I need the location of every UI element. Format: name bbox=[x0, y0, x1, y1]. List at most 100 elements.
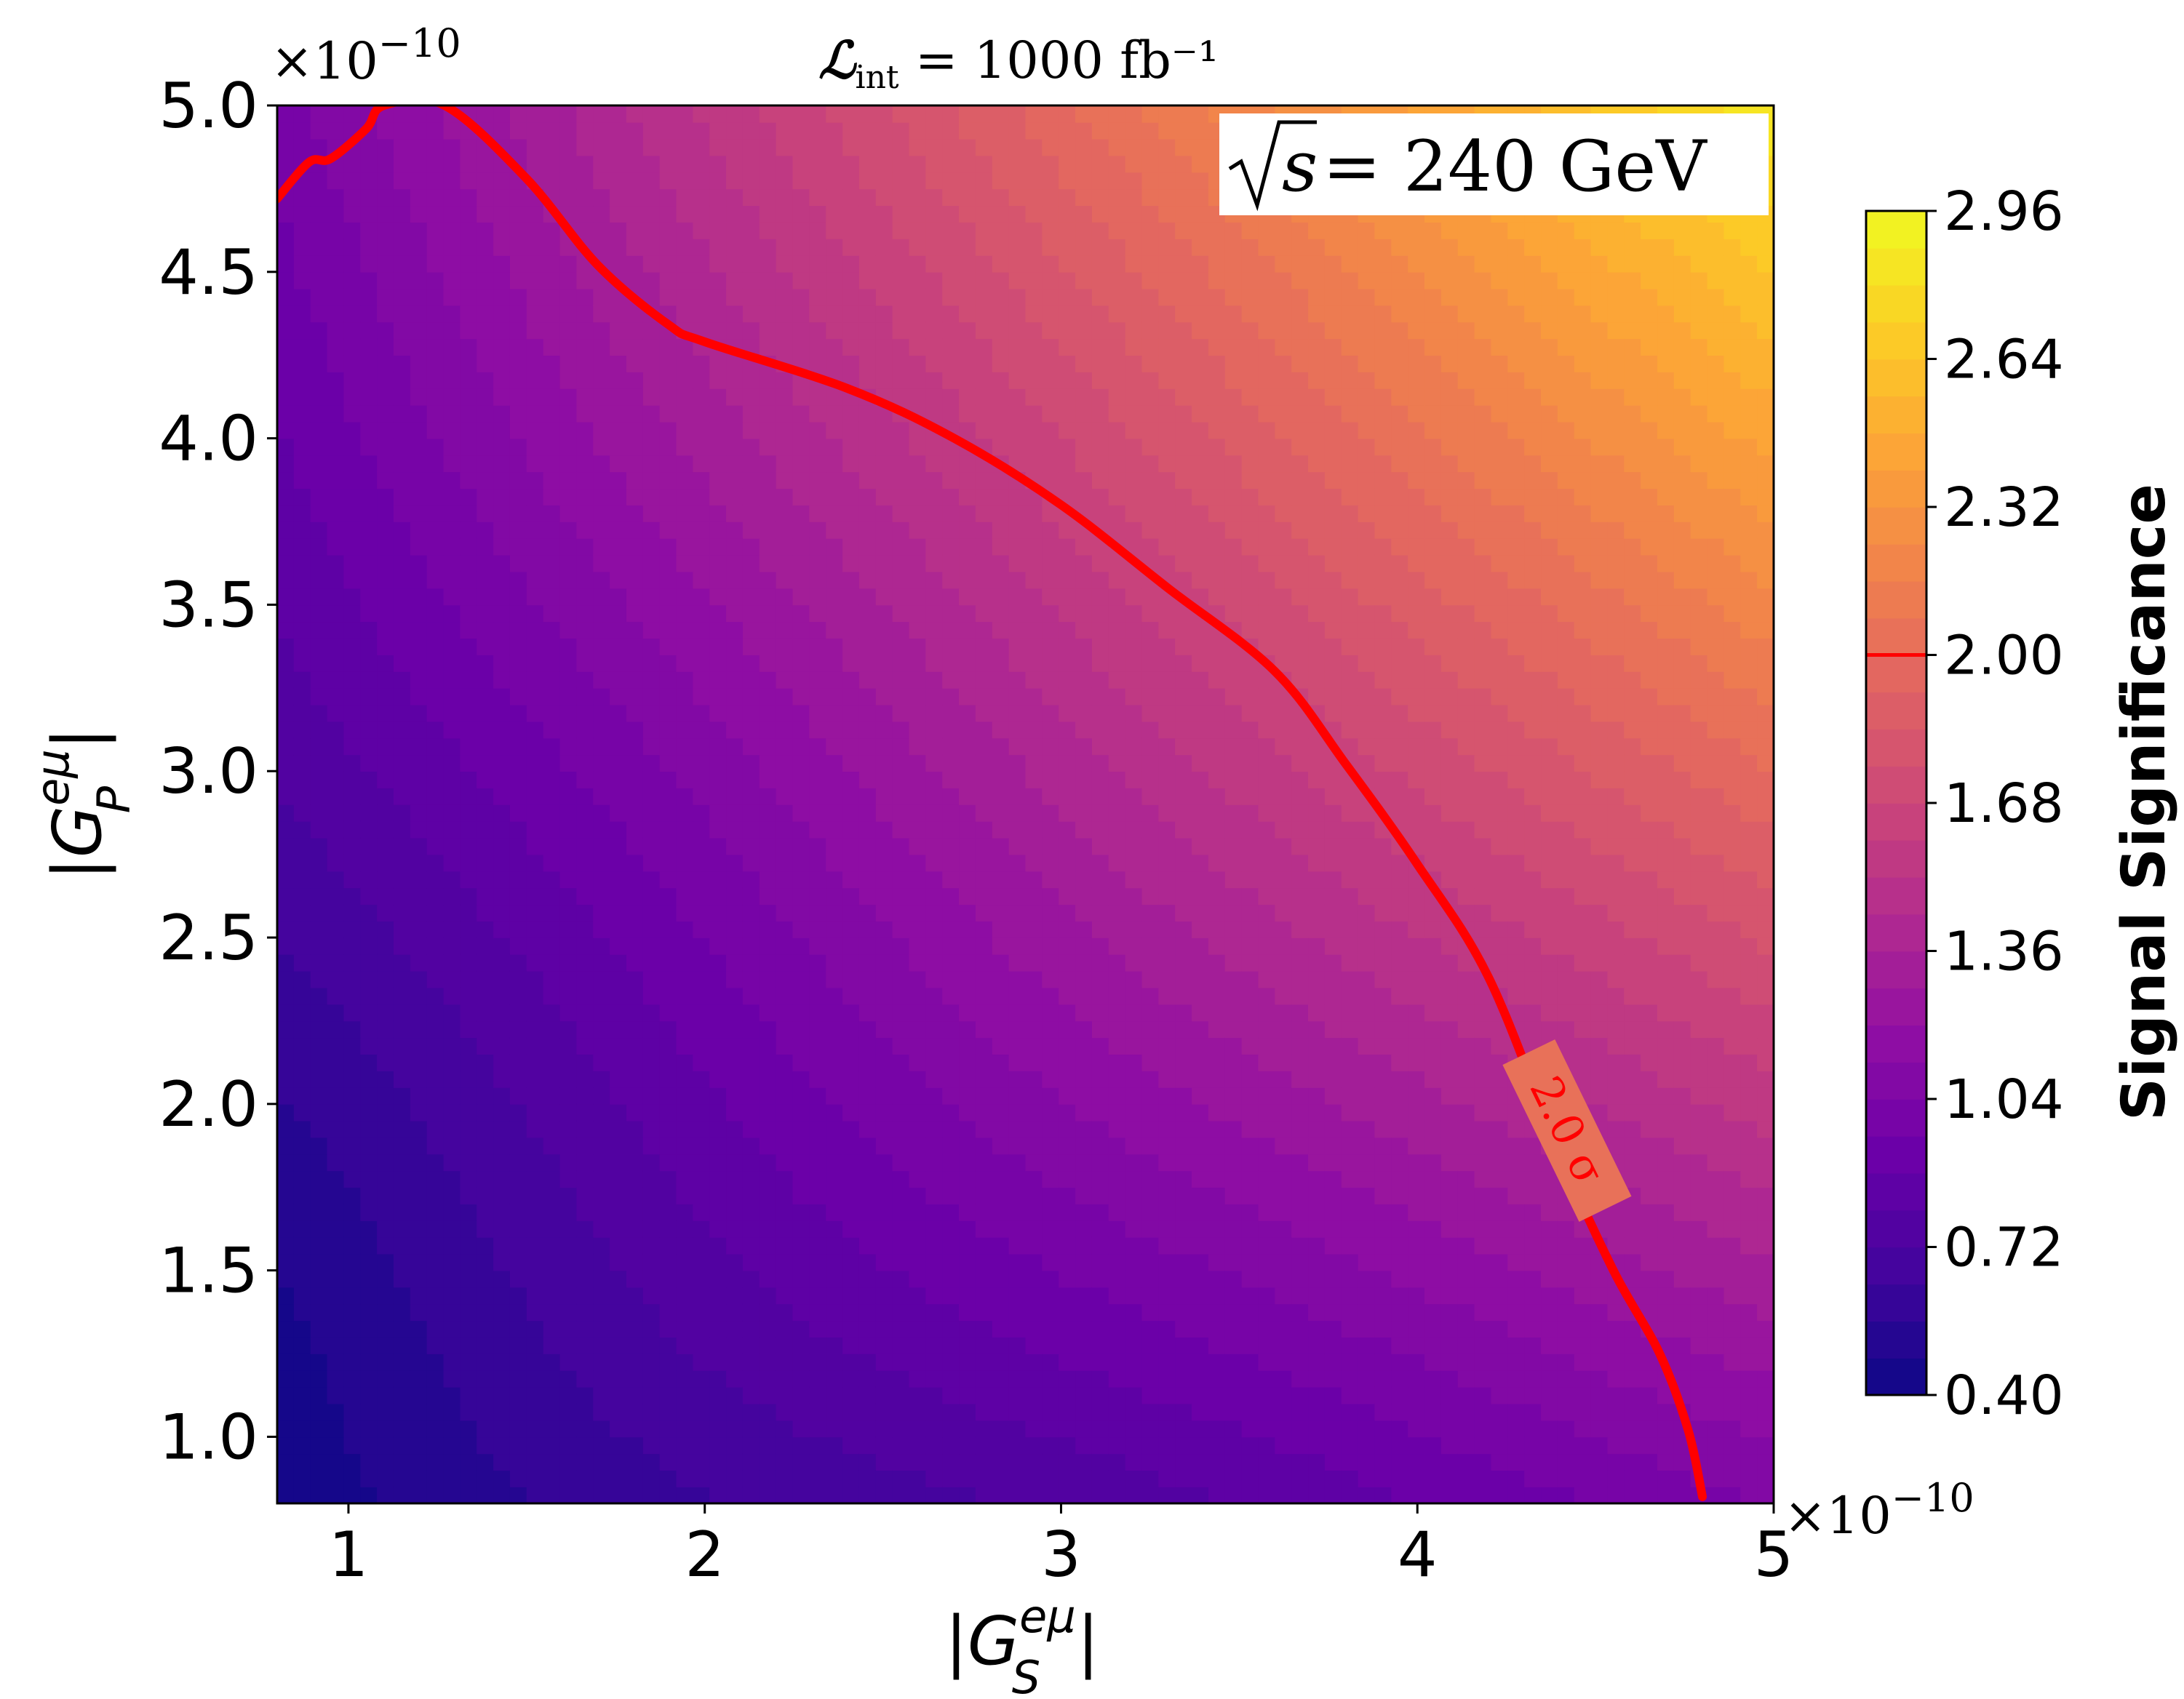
heatmap-cell bbox=[626, 488, 644, 505]
heatmap-cell bbox=[642, 970, 661, 988]
heatmap-cell bbox=[892, 1137, 910, 1155]
heatmap-cell bbox=[460, 820, 478, 839]
heatmap-cell bbox=[477, 854, 494, 872]
heatmap-cell bbox=[310, 1470, 328, 1487]
heatmap-cell bbox=[493, 704, 511, 722]
heatmap-cell bbox=[343, 1037, 362, 1055]
heatmap-cell bbox=[1042, 421, 1060, 439]
heatmap-cell bbox=[826, 239, 843, 256]
heatmap-cell bbox=[693, 305, 711, 323]
heatmap-cell bbox=[493, 987, 511, 1005]
heatmap-cell bbox=[377, 138, 394, 156]
heatmap-cell bbox=[693, 1154, 711, 1172]
heatmap-cell bbox=[659, 1270, 677, 1288]
heatmap-cell bbox=[1025, 621, 1043, 639]
heatmap-cell bbox=[543, 172, 561, 190]
heatmap-cell bbox=[759, 1054, 777, 1071]
heatmap-cell bbox=[1175, 655, 1192, 672]
heatmap-cell bbox=[709, 604, 727, 623]
heatmap-cell bbox=[1258, 1253, 1276, 1271]
heatmap-cell bbox=[909, 638, 927, 655]
heatmap-cell bbox=[892, 1020, 910, 1039]
heatmap-cell bbox=[477, 788, 494, 805]
heatmap-cell bbox=[959, 222, 976, 239]
heatmap-cell bbox=[975, 372, 993, 389]
heatmap-cell bbox=[576, 938, 594, 955]
heatmap-cell bbox=[1158, 1270, 1176, 1288]
heatmap-cell bbox=[792, 987, 810, 1005]
heatmap-cell bbox=[1108, 954, 1126, 972]
heatmap-cell bbox=[559, 355, 578, 372]
heatmap-cell bbox=[327, 105, 345, 123]
heatmap-cell bbox=[1158, 655, 1176, 672]
plot-area bbox=[276, 104, 1775, 1505]
heatmap-cell bbox=[925, 1253, 944, 1271]
heatmap-cell bbox=[493, 1436, 511, 1455]
heatmap-cell bbox=[809, 1253, 827, 1271]
heatmap-cell bbox=[942, 1337, 960, 1354]
heatmap-cell bbox=[493, 1170, 511, 1188]
heatmap-cell bbox=[809, 904, 827, 922]
heatmap-cell bbox=[1075, 904, 1093, 922]
heatmap-cell bbox=[626, 1054, 644, 1071]
heatmap-cell bbox=[477, 205, 494, 223]
heatmap-cell bbox=[1192, 121, 1209, 140]
heatmap-cell bbox=[626, 1436, 644, 1455]
heatmap-cell bbox=[576, 1470, 594, 1487]
heatmap-cell bbox=[559, 255, 578, 273]
heatmap-cell bbox=[909, 804, 927, 822]
heatmap-cell bbox=[576, 554, 594, 572]
heatmap-cell bbox=[1075, 1436, 1093, 1455]
heatmap-cell bbox=[593, 1253, 610, 1271]
heatmap-cell bbox=[1108, 820, 1126, 839]
heatmap-cell bbox=[1175, 837, 1192, 855]
heatmap-cell bbox=[1208, 372, 1226, 389]
heatmap-cell bbox=[1175, 505, 1192, 522]
heatmap-cell bbox=[1158, 671, 1176, 689]
heatmap-cell bbox=[610, 1370, 627, 1388]
heatmap-cell bbox=[975, 404, 993, 423]
heatmap-cell bbox=[1025, 638, 1043, 655]
heatmap-cell bbox=[1158, 1004, 1176, 1022]
heatmap-cell bbox=[426, 1020, 445, 1039]
heatmap-cell bbox=[426, 737, 445, 756]
heatmap-cell bbox=[1008, 921, 1027, 938]
heatmap-cell bbox=[509, 1054, 527, 1071]
heatmap-cell bbox=[642, 1120, 661, 1138]
heatmap-cell bbox=[726, 1253, 744, 1271]
heatmap-cell bbox=[892, 1154, 910, 1172]
heatmap-cell bbox=[1042, 1253, 1060, 1271]
heatmap-cell bbox=[477, 970, 494, 988]
heatmap-cell bbox=[992, 105, 1010, 123]
heatmap-cell bbox=[809, 754, 827, 772]
heatmap-cell bbox=[1108, 421, 1126, 439]
heatmap-cell bbox=[610, 1004, 627, 1022]
heatmap-cell bbox=[1241, 837, 1259, 855]
heatmap-cell bbox=[460, 355, 478, 372]
heatmap-cell bbox=[1224, 1253, 1243, 1271]
heatmap-cell bbox=[693, 771, 711, 788]
heatmap-cell bbox=[426, 1436, 445, 1455]
heatmap-cell bbox=[742, 255, 760, 273]
heatmap-cell bbox=[1208, 970, 1226, 988]
heatmap-cell bbox=[1224, 1187, 1243, 1204]
heatmap-cell bbox=[360, 1386, 378, 1404]
heatmap-cell bbox=[1091, 671, 1109, 689]
heatmap-cell bbox=[726, 904, 744, 922]
heatmap-cell bbox=[393, 1253, 411, 1271]
heatmap-cell bbox=[875, 588, 893, 606]
heatmap-cell bbox=[842, 1054, 860, 1071]
heatmap-cell bbox=[477, 754, 494, 772]
heatmap-cell bbox=[776, 554, 794, 572]
heatmap-cell bbox=[809, 121, 827, 140]
heatmap-cell bbox=[477, 1204, 494, 1221]
heatmap-cell bbox=[942, 1303, 960, 1322]
heatmap-cell bbox=[709, 172, 727, 190]
heatmap-cell bbox=[959, 987, 976, 1005]
heatmap-cell bbox=[709, 804, 727, 822]
heatmap-cell bbox=[559, 970, 578, 988]
heatmap-cell bbox=[543, 655, 561, 672]
heatmap-cell bbox=[426, 1420, 445, 1438]
heatmap-cell bbox=[1025, 887, 1043, 906]
heatmap-cell bbox=[1158, 1253, 1176, 1271]
